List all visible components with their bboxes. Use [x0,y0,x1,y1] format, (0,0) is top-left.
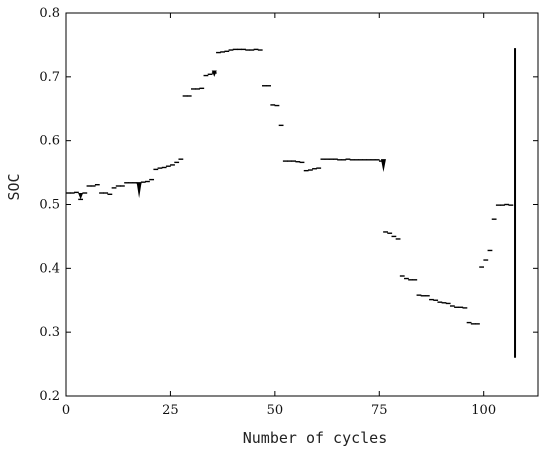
data-marks [65,48,517,358]
data-spike-2 [211,70,217,77]
x-tick-label-4: 100 [471,403,496,418]
y-tick-label-2: 0.4 [39,261,60,276]
y-tick-label-1: 0.3 [39,325,60,340]
y-tick-label-6: 0.8 [39,6,60,21]
y-tick-label-4: 0.6 [39,134,60,149]
y-axis-label: SOC [5,173,23,200]
y-tick-label-5: 0.7 [39,70,60,85]
data-spike-1 [136,182,142,199]
y-tick-label-0: 0.2 [39,389,60,404]
x-tick-label-1: 25 [162,403,179,418]
y-tick-label-3: 0.5 [39,198,60,213]
x-tick-label-0: 0 [62,403,70,418]
x-tick-label-3: 75 [371,403,388,418]
data-spike-3 [380,159,386,172]
data-spike-0 [78,193,84,200]
plot-frame [65,12,539,397]
axes: 0 25 50 75 100 0.2 0.3 0.4 0.5 0.6 0.7 0.8 [39,6,539,418]
x-axis-label: Number of cycles [243,429,388,447]
x-tick-label-2: 50 [267,403,284,418]
